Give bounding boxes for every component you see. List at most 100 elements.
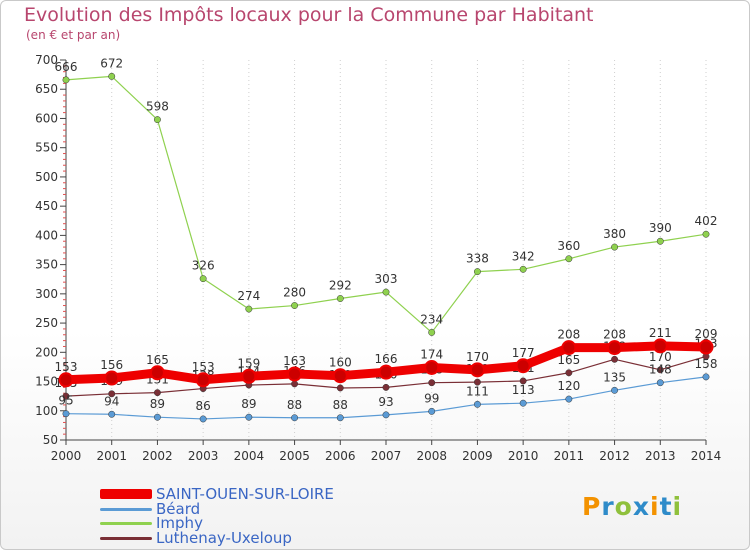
data-point (108, 72, 116, 80)
data-point (104, 370, 120, 386)
y-tick-label: 650 (35, 82, 58, 96)
data-label: 211 (649, 326, 672, 340)
legend-swatch (100, 507, 152, 511)
data-label: 402 (695, 214, 718, 228)
legend-label: Imphy (156, 514, 203, 532)
data-point (656, 379, 664, 387)
data-label: 156 (100, 358, 123, 372)
legend-swatch (100, 521, 152, 525)
x-tick-label: 2000 (51, 449, 82, 463)
data-label: 292 (329, 279, 352, 293)
data-point (62, 76, 70, 84)
data-point (656, 237, 664, 245)
data-label: 360 (557, 239, 580, 253)
x-tick-label: 2009 (462, 449, 493, 463)
data-label: 209 (695, 327, 718, 341)
data-label: 160 (329, 356, 352, 370)
y-tick-label: 150 (35, 375, 58, 389)
data-point (611, 355, 619, 363)
data-point (382, 288, 390, 296)
series-b-ard: 95 94 89 86 89 88 88 93 99 111 113 120 135 148 158 (58, 357, 717, 423)
data-point (519, 377, 527, 385)
series-imphy: 666 672 598 326 274 280 292 303 234 338 342 360 380 3… (55, 56, 718, 336)
data-point (199, 415, 207, 423)
data-point (149, 365, 165, 381)
data-point (519, 399, 527, 407)
data-point (241, 368, 257, 384)
data-point (473, 400, 481, 408)
data-label: 598 (146, 100, 169, 114)
logo-letter: i (672, 492, 683, 521)
data-label: 170 (649, 350, 672, 364)
data-point (656, 366, 664, 374)
data-point (473, 378, 481, 386)
data-label: 234 (420, 312, 443, 326)
data-label: 113 (512, 383, 535, 397)
data-label: 93 (378, 395, 393, 409)
data-label: 174 (420, 348, 443, 362)
x-tick-label: 2007 (371, 449, 402, 463)
data-label: 380 (603, 227, 626, 241)
data-point (611, 386, 619, 394)
data-point (199, 275, 207, 283)
data-label: 390 (649, 221, 672, 235)
data-label: 111 (466, 384, 489, 398)
legend-label: SAINT-OUEN-SUR-LOIRE (156, 485, 334, 503)
data-point (336, 295, 344, 302)
logo-letter: P (582, 492, 602, 521)
data-point (473, 268, 481, 276)
data-point (382, 383, 390, 391)
data-label: 153 (192, 360, 215, 374)
data-label: 148 (649, 363, 672, 377)
data-point (565, 395, 573, 403)
data-label: 170 (466, 350, 489, 364)
data-point (291, 414, 299, 422)
legend-item: Béard (100, 500, 200, 518)
data-point (291, 302, 299, 309)
data-point (336, 414, 344, 422)
x-tick-label: 2004 (234, 449, 265, 463)
data-label: 135 (603, 370, 626, 384)
data-label: 89 (150, 397, 165, 411)
y-tick-label: 350 (35, 258, 58, 272)
x-tick-label: 2012 (599, 449, 630, 463)
x-tick-label: 2008 (416, 449, 447, 463)
data-label: 165 (557, 353, 580, 367)
x-tick-label: 2010 (508, 449, 539, 463)
data-label: 88 (287, 398, 302, 412)
data-point (515, 358, 531, 374)
data-label: 326 (192, 259, 215, 273)
data-label: 86 (196, 399, 211, 413)
data-label: 342 (512, 249, 535, 263)
data-point (652, 338, 668, 354)
data-point (287, 366, 303, 382)
x-tick-label: 2011 (554, 449, 585, 463)
data-label: 120 (557, 379, 580, 393)
y-tick-label: 250 (35, 316, 58, 330)
data-point (702, 230, 710, 238)
data-point (382, 411, 390, 419)
data-point (291, 380, 299, 388)
data-point (428, 379, 436, 387)
data-label: 208 (603, 328, 626, 342)
legend-item: SAINT-OUEN-SUR-LOIRE (100, 485, 334, 503)
data-point (336, 384, 344, 392)
y-tick-label: 100 (35, 404, 58, 418)
data-point (378, 364, 394, 380)
data-label: 303 (375, 272, 398, 286)
legend-item: Luthenay-Uxeloup (100, 529, 292, 547)
data-point (153, 389, 161, 397)
data-label: 672 (100, 56, 123, 70)
legend-label: Luthenay-Uxeloup (156, 529, 292, 547)
logo-letter: i (650, 492, 660, 521)
data-label: 89 (241, 397, 256, 411)
data-point (62, 392, 70, 400)
data-label: 208 (557, 328, 580, 342)
data-label: 165 (146, 353, 169, 367)
data-label: 95 (58, 394, 73, 408)
data-point (702, 373, 710, 381)
data-point (108, 390, 116, 398)
data-point (424, 360, 440, 376)
